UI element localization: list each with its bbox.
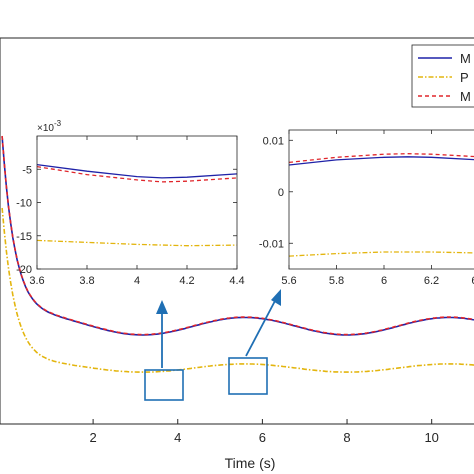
inset1-y-tick-label: -20: [16, 264, 32, 276]
inset2-plot-area: [288, 153, 474, 257]
inset2-series-2-line: [288, 251, 474, 257]
main-plot-area: [1, 135, 474, 373]
main-x-axis: 2 4 6 8 10: [89, 419, 439, 445]
inset1-series-1-line: [36, 163, 238, 179]
inset1-x-tick-label: 3.8: [79, 275, 94, 287]
main-axes-frame: [0, 37, 474, 425]
inset2-series-1-line: [288, 156, 474, 166]
inset1-x-tick-label: 4.2: [179, 275, 194, 287]
main-x-tick-label: 2: [89, 430, 96, 445]
inset1-exponent: ×10-3: [37, 119, 62, 134]
inset2-x-tick-label: 6: [381, 275, 387, 287]
legend-label-2: P: [460, 70, 469, 85]
inset1-background: [37, 136, 237, 269]
zoom-arrow-2-head: [271, 289, 281, 306]
inset1-y-tick-label: -15: [16, 231, 32, 243]
inset1-x-tick-label: 4.4: [229, 275, 244, 287]
main-x-tick-label: 8: [343, 430, 350, 445]
inset2-x-tick-label: 5.6: [281, 275, 296, 287]
zoom-box-2: [228, 357, 268, 395]
inset2-series-3-line: [288, 153, 474, 164]
inset2-y-tick-label: 0.01: [263, 135, 284, 147]
inset1-series-2-line: [36, 239, 238, 247]
main-x-tick-label: 4: [174, 430, 181, 445]
inset1-plot-area: [36, 163, 238, 247]
inset2-background: [289, 130, 474, 269]
zoom-box-1: [144, 369, 184, 401]
inset2-y-tick-label: -0.01: [259, 238, 284, 250]
inset2-y-tick-label: 0: [278, 187, 284, 199]
inset1-x-tick-label: 3.6: [29, 275, 44, 287]
inset1-series-3-line: [36, 165, 238, 183]
legend-label-1: M: [460, 51, 471, 66]
inset1-x-tick-label: 4: [134, 275, 140, 287]
main-x-axis-label: Time (s): [225, 455, 276, 471]
zoom-arrow-1-head: [156, 300, 168, 314]
legend: M P M: [411, 44, 474, 108]
zoom-arrow-2: [245, 298, 277, 357]
inset2-x-tick-label: 5.8: [329, 275, 344, 287]
legend-label-3: M: [460, 89, 471, 104]
main-x-tick-label: 6: [259, 430, 266, 445]
inset2-x-tick-label: 6.4: [471, 275, 474, 287]
inset2-axes: 5.6 5.8 6 6.2 6.4 0.01 0 -0.01: [259, 130, 474, 287]
inset1-y-tick-label: -5: [22, 164, 32, 176]
main-series-3-line: [1, 135, 474, 336]
inset2-x-tick-label: 6.2: [424, 275, 439, 287]
inset1-y-tick-label: -10: [16, 198, 32, 210]
main-x-tick-label: 10: [424, 430, 438, 445]
inset1-axes: 3.6 3.8 4 4.2 4.4 -5 -10 -15 -20: [16, 136, 245, 287]
